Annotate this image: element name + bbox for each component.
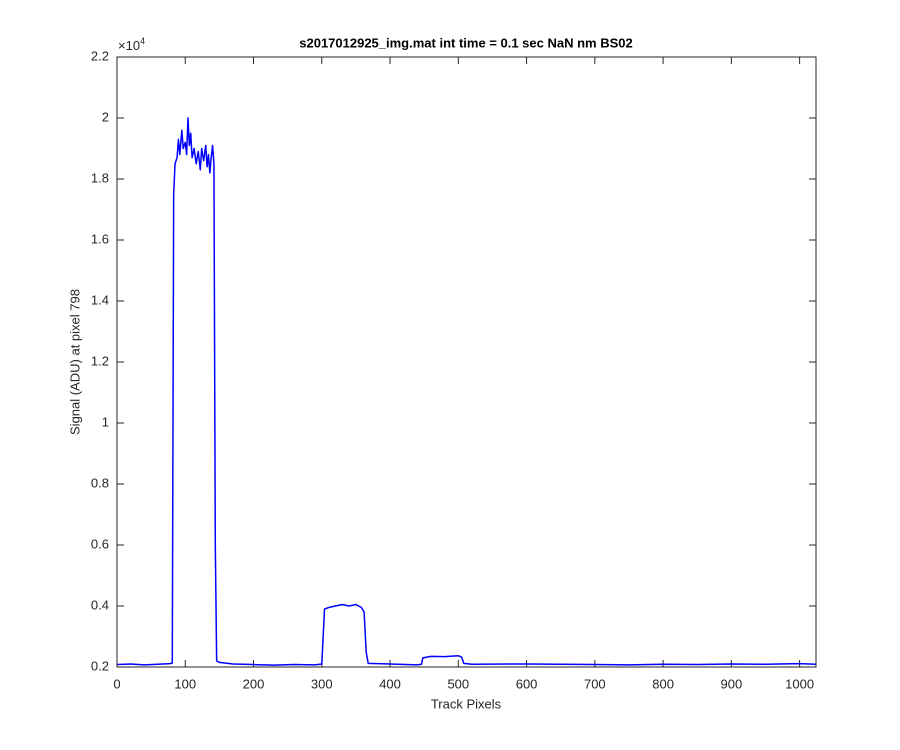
x-tick-label: 0 — [113, 676, 120, 691]
y-tick-label: 1.4 — [91, 292, 109, 307]
y-multiplier-exponent: 4 — [140, 36, 145, 46]
y-tick-label: 0.6 — [91, 536, 109, 551]
x-tick-label: 700 — [584, 676, 606, 691]
chart-title: s2017012925_img.mat int time = 0.1 sec N… — [299, 35, 633, 50]
y-tick-label: 2 — [102, 109, 109, 124]
x-tick-label: 800 — [652, 676, 674, 691]
x-tick-label: 200 — [243, 676, 265, 691]
y-tick-label: 1.2 — [91, 353, 109, 368]
y-tick-label: 1.6 — [91, 231, 109, 246]
x-tick-label: 400 — [379, 676, 401, 691]
y-multiplier: ×104 — [118, 36, 145, 53]
x-tick-label: 1000 — [785, 676, 814, 691]
axes-box — [116, 56, 817, 668]
x-axis-label: Track Pixels — [431, 696, 502, 711]
y-multiplier-base: ×10 — [118, 38, 140, 53]
plot-area — [117, 57, 816, 667]
y-tick-label: 0.2 — [91, 658, 109, 673]
y-axis-label: Signal (ADU) at pixel 798 — [67, 289, 82, 435]
x-tick-label: 300 — [311, 676, 333, 691]
y-tick-label: 2.2 — [91, 48, 109, 63]
y-tick-label: 1 — [102, 414, 109, 429]
x-tick-label: 500 — [447, 676, 469, 691]
data-line — [116, 117, 817, 666]
y-tick-label: 1.8 — [91, 170, 109, 185]
x-tick-label: 600 — [516, 676, 538, 691]
y-tick-label: 0.4 — [91, 597, 109, 612]
x-tick-label: 100 — [174, 676, 196, 691]
x-tick-label: 900 — [721, 676, 743, 691]
y-tick-label: 0.8 — [91, 475, 109, 490]
